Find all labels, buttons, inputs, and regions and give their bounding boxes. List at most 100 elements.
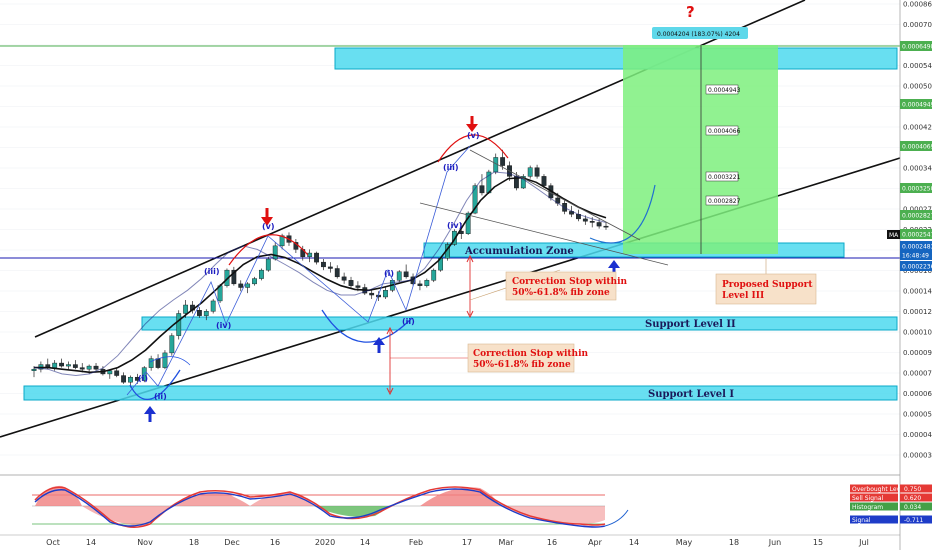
svg-text:50%-61.8% fib zone: 50%-61.8% fib zone [512, 288, 610, 298]
price-tick-label: 0.0005400 [903, 62, 932, 70]
candle-body [279, 235, 285, 247]
time-tick-label: 15 [813, 538, 823, 547]
time-tick-label: Jul [858, 538, 869, 547]
svg-text:Level III: Level III [722, 291, 764, 301]
candle-body [148, 358, 154, 368]
candle-body [231, 269, 237, 285]
candle-body [183, 304, 189, 314]
target-level-2: 0.0004066 [708, 128, 741, 135]
price-tick-label: 0.0000520 [903, 411, 932, 419]
candle-body [403, 271, 409, 278]
wave-label-4: (iv) [216, 321, 231, 330]
target-label: 0.0004204 (183.07%) 4204 [657, 31, 740, 38]
down-arrow-2 [466, 116, 478, 132]
support-level-2-zone [141, 316, 898, 331]
price-tick-label: 0.0001200 [903, 308, 932, 316]
signal-line [34, 488, 606, 528]
legend-value: -0.711 [904, 517, 924, 524]
candle-body [479, 185, 485, 194]
price-tag-box [900, 99, 932, 109]
hist-area-4 [250, 492, 314, 506]
time-tick-label: 2020 [315, 538, 335, 547]
candle-body [417, 283, 423, 286]
wave-count-zigzag [126, 145, 471, 396]
price-tick-label: 0.0003400 [903, 165, 932, 173]
price-tick-label: 0.0000410 [903, 431, 932, 439]
candle-body [155, 358, 161, 368]
candle-body [107, 370, 113, 375]
price-tick-label: 0.0005000 [903, 83, 932, 91]
candle-body [500, 157, 506, 166]
candle-body [203, 311, 209, 316]
bottom-arc-2 [321, 309, 413, 343]
price-tick-label: 0.0008600 [903, 1, 932, 9]
candle-body [334, 268, 340, 278]
time-tick-label: May [676, 538, 693, 547]
wave-label-5: (v) [262, 222, 275, 231]
candle-body [527, 167, 533, 177]
candle-body [596, 222, 602, 227]
candle-body [314, 252, 319, 263]
time-tick-label: 18 [729, 538, 739, 547]
time-tick-label: Oct [46, 538, 60, 547]
candle-body [396, 271, 402, 281]
ma-tag-box [887, 230, 900, 239]
time-tick-label: 16 [270, 538, 280, 547]
legend-value: 0.620 [904, 495, 921, 502]
candle-body [355, 285, 361, 288]
price-tag-label: 0.0004949 [902, 102, 932, 109]
candle-body [534, 167, 540, 177]
wave-label-9: (iv) [447, 221, 462, 230]
candle-body [79, 367, 85, 370]
hist-area-5 [314, 506, 390, 517]
time-axis-ticks: Oct 14 Nov 18 Dec 16 2020 14 Feb 17 Mar 16 Apr 14 May 1… [46, 538, 869, 547]
support-level-1-zone [23, 385, 898, 401]
candle-body [321, 261, 326, 268]
candle-body [72, 364, 78, 368]
ma-tag: MA [889, 232, 899, 239]
candle-body [66, 364, 71, 367]
legend-label: Sell Signal [852, 495, 884, 502]
time-tick-label: Jun [768, 538, 782, 547]
time-tick-label: Mar [498, 538, 514, 547]
candle-body [59, 362, 64, 367]
price-tag-box [900, 210, 932, 220]
wave-label-2: (ii) [154, 392, 167, 401]
price-tag-label: 0.0006498 [902, 44, 932, 51]
candle-body [176, 313, 182, 336]
price-tag-box [900, 41, 932, 51]
candle-body [134, 376, 140, 381]
candle-body [114, 370, 120, 376]
price-tag-box [900, 241, 932, 251]
legend-label-box [850, 493, 898, 502]
hist-area-2 [82, 506, 170, 526]
candle-body [86, 365, 92, 370]
price-tick-label: 0.0000760 [903, 370, 932, 378]
time-tick-label: Nov [137, 538, 153, 547]
candle-body [252, 278, 257, 285]
hist-area-7 [500, 506, 605, 525]
candle-body [472, 185, 478, 214]
candle-body [52, 362, 58, 368]
wedge-upper-line [469, 149, 641, 241]
hist-area-3 [170, 493, 250, 506]
legend-label-box [850, 484, 898, 493]
candle-body [259, 269, 264, 279]
legend-value-box [900, 493, 932, 502]
price-tag-label: 0.0002483 [902, 244, 932, 251]
down-arrow-1 [261, 208, 273, 226]
price-tag-box [900, 250, 932, 260]
price-tick-label: 0.0000640 [903, 390, 932, 398]
target-level-4: 0.0002827 [708, 198, 741, 205]
price-tick-label: 0.0002700 [903, 206, 932, 214]
candle-body [451, 230, 457, 245]
proposed-support-note: Proposed Support Level III [715, 273, 817, 305]
legend-value-box [900, 515, 932, 524]
price-tag-label: 0.0004069 [902, 144, 932, 151]
ma-fast-line [33, 171, 607, 377]
top-arc-2 [437, 134, 509, 163]
price-tag-box [900, 261, 932, 271]
candle-body [121, 375, 126, 383]
